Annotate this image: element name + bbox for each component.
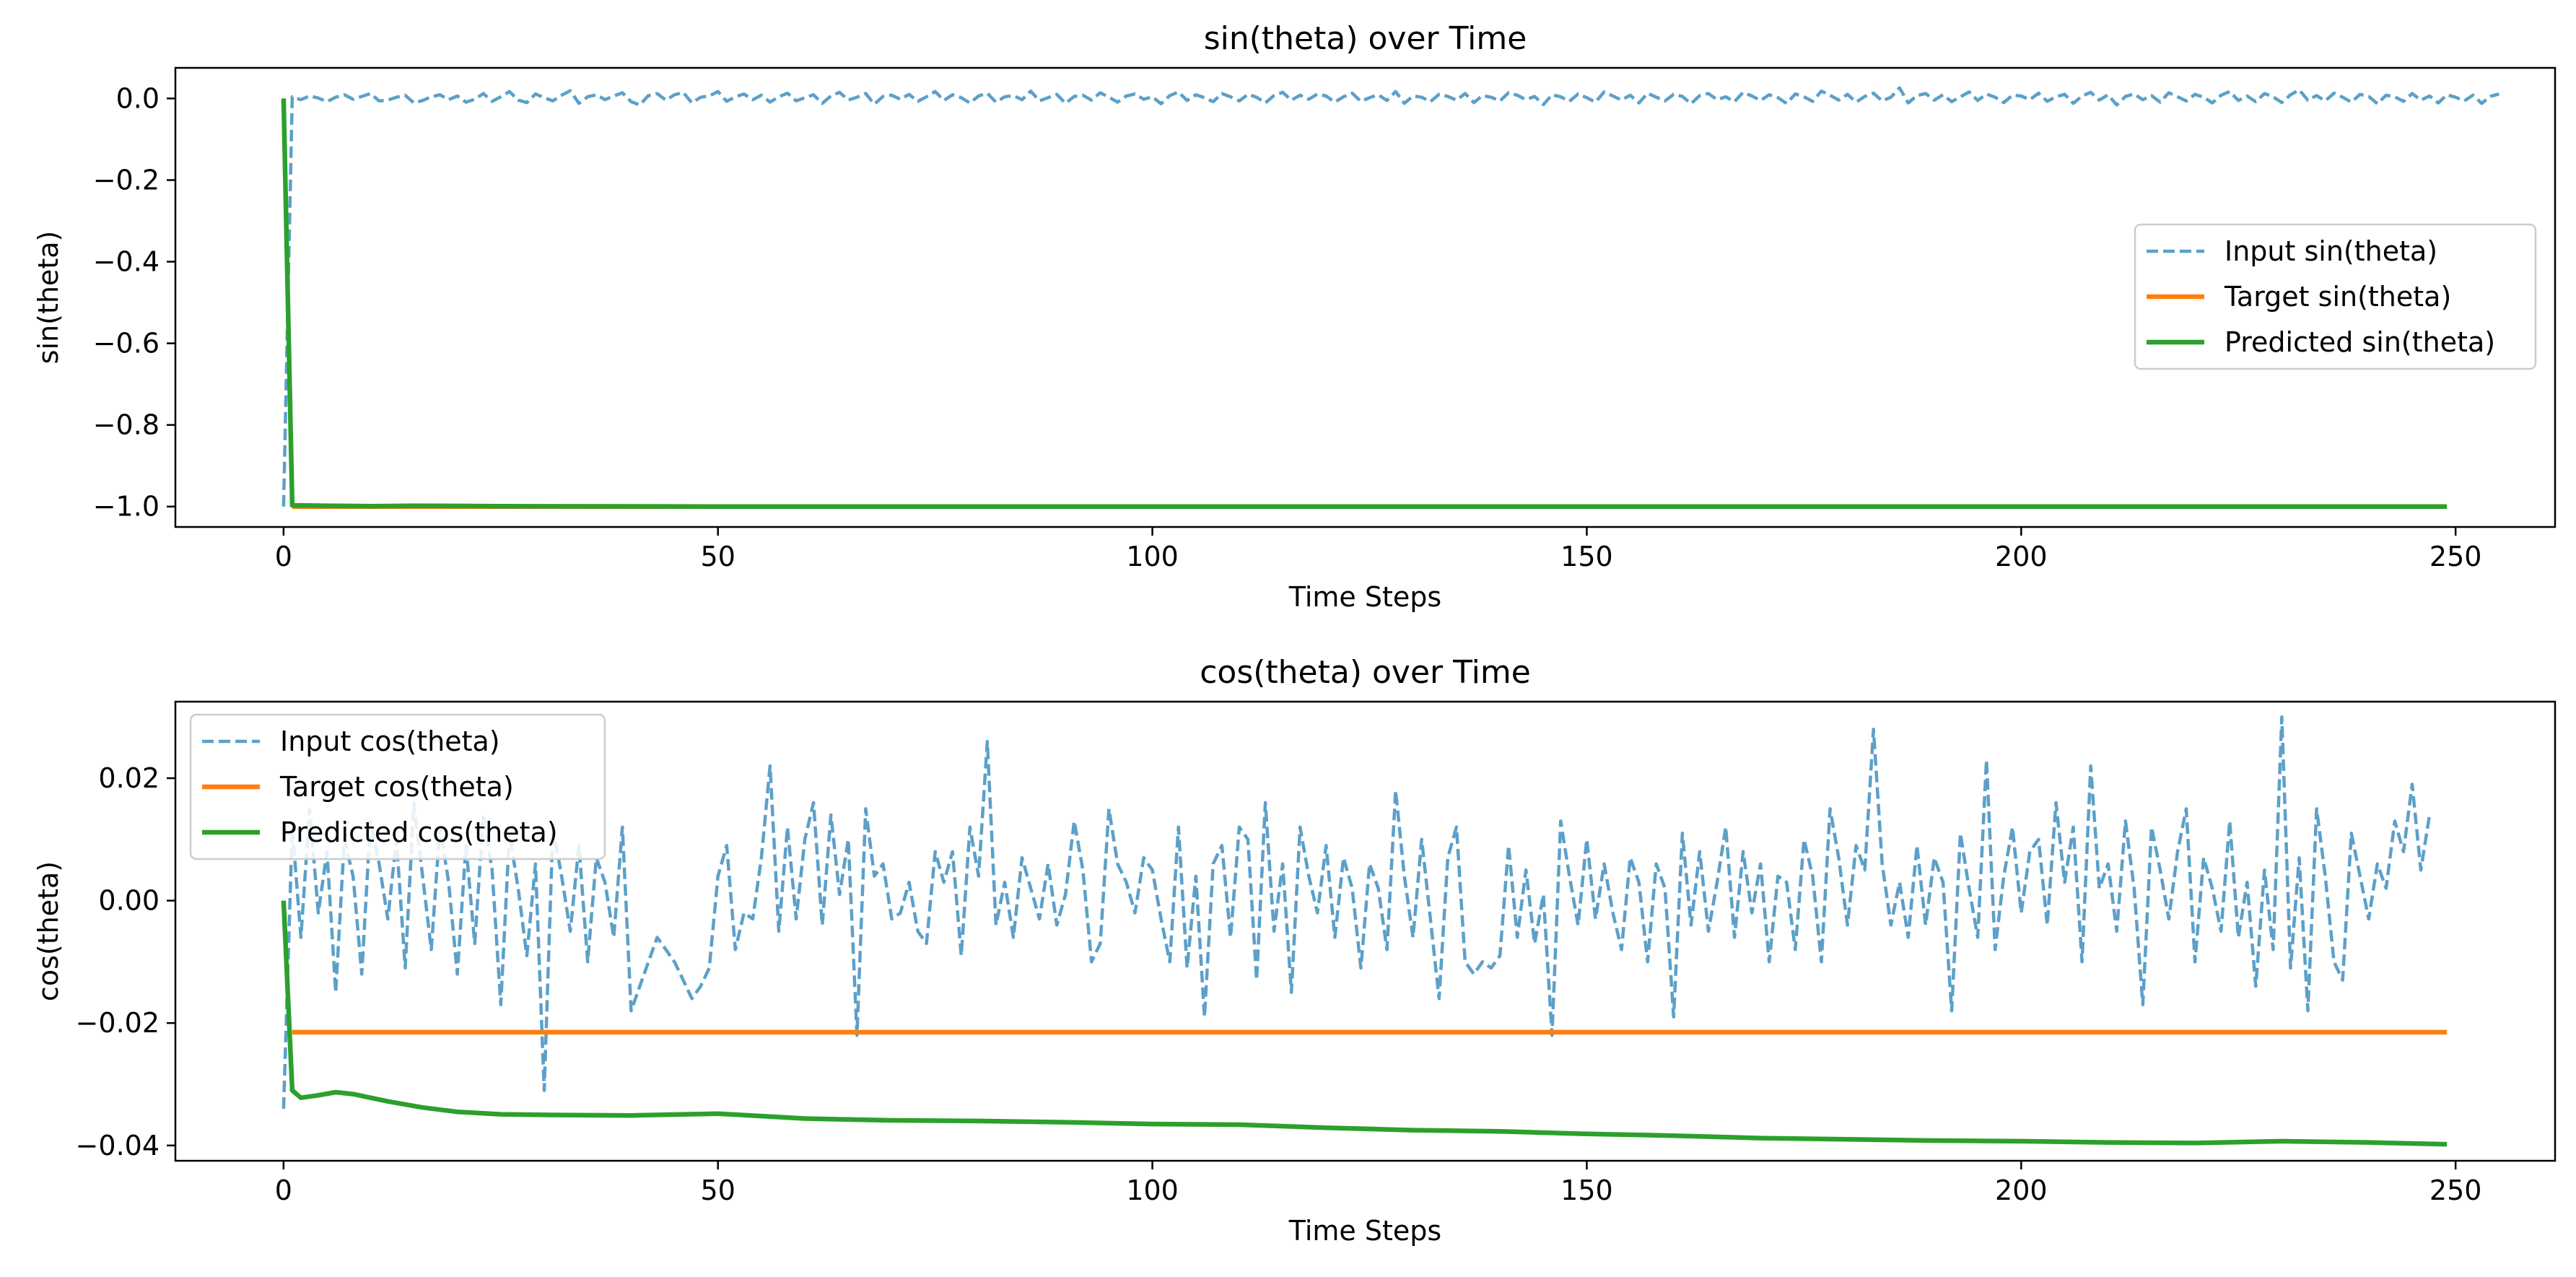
cos-theta-y-axis-label: cos(theta)	[32, 861, 64, 1001]
sin-theta-legend-box	[2134, 223, 2537, 370]
sin-y-tick-label: −0.8	[93, 409, 160, 441]
cos-axes-frame	[174, 700, 2557, 1162]
cos-x-tick-label: 250	[2429, 1174, 2482, 1206]
sin-x-tick-label: 250	[2429, 541, 2482, 572]
cos-theta-x-axis-label: Time Steps	[1288, 1215, 1441, 1247]
sin-theta-legend: Input sin(theta) Target sin(theta) Predi…	[2134, 223, 2537, 370]
sin-series-line-1	[281, 86, 2500, 507]
sin-y-tick-label: 0.0	[116, 82, 160, 114]
cos-x-tick-label: 100	[1126, 1174, 1179, 1206]
legend-label-predicted-sin: Predicted sin(theta)	[2224, 326, 2495, 358]
cos-y-tick-label: 0.02	[98, 762, 160, 794]
legend-label-target-sin: Target sin(theta)	[2224, 281, 2451, 313]
legend-label-input-sin: Input sin(theta)	[2224, 235, 2437, 267]
sin-theta-plot-area: 0 50 100 150 200 250 0.0 −0.2 −0.4 −0.6 −0.8 −1.0	[93, 66, 2557, 572]
sin-theta-subplot: 0 50 100 150 200 250 0.0 −0.2 −0.4 −0.6 −0.8 −1.0 s…	[32, 20, 2557, 613]
sin-x-tick-label: 200	[1995, 541, 2048, 572]
cos-theta-legend: Input cos(theta) Target cos(theta) Predi…	[189, 713, 606, 860]
sin-series-line-3	[281, 98, 2448, 509]
sin-x-tick-label: 100	[1126, 541, 1179, 572]
sin-series-group	[281, 86, 2500, 509]
legend-label-predicted-cos: Predicted cos(theta)	[280, 816, 558, 848]
sin-y-tick-label: −1.0	[93, 491, 160, 523]
cos-y-tick-label: −0.02	[76, 1007, 160, 1039]
cos-x-tick-label: 0	[275, 1174, 292, 1206]
cos-x-tick-label: 200	[1995, 1174, 2048, 1206]
sin-theta-x-axis-label: Time Steps	[1288, 581, 1441, 613]
legend-label-input-cos: Input cos(theta)	[280, 725, 500, 757]
cos-series-line-3	[281, 900, 2448, 1147]
cos-x-tick-label: 50	[701, 1174, 735, 1206]
sin-x-tick-label: 0	[275, 541, 292, 572]
sin-axes-frame	[174, 66, 2557, 528]
sin-theta-y-axis-label: sin(theta)	[32, 231, 64, 365]
cos-series-line-1	[281, 715, 2432, 1109]
cos-theta-plot-area: 0 50 100 150 200 250 0.02 0.00 −0.02 −0.04	[76, 700, 2557, 1206]
sin-y-tick-label: −0.2	[93, 164, 160, 196]
cos-theta-subplot: 0 50 100 150 200 250 0.02 0.00 −0.02 −0.04 cos(th…	[32, 654, 2557, 1247]
cos-y-tick-label: −0.04	[76, 1130, 160, 1161]
sin-y-tick-label: −0.6	[93, 328, 160, 359]
sin-y-tick-label: −0.4	[93, 246, 160, 278]
sin-theta-chart-title: sin(theta) over Time	[1204, 20, 1527, 57]
cos-y-tick-label: 0.00	[98, 885, 160, 917]
cos-x-tick-label: 150	[1560, 1174, 1613, 1206]
sin-x-tick-label: 150	[1560, 541, 1613, 572]
cos-theta-chart-title: cos(theta) over Time	[1200, 654, 1531, 691]
cos-series-group	[281, 715, 2448, 1147]
cos-theta-legend-box	[189, 713, 606, 860]
legend-label-target-cos: Target cos(theta)	[279, 771, 514, 803]
sin-x-tick-label: 50	[701, 541, 735, 572]
